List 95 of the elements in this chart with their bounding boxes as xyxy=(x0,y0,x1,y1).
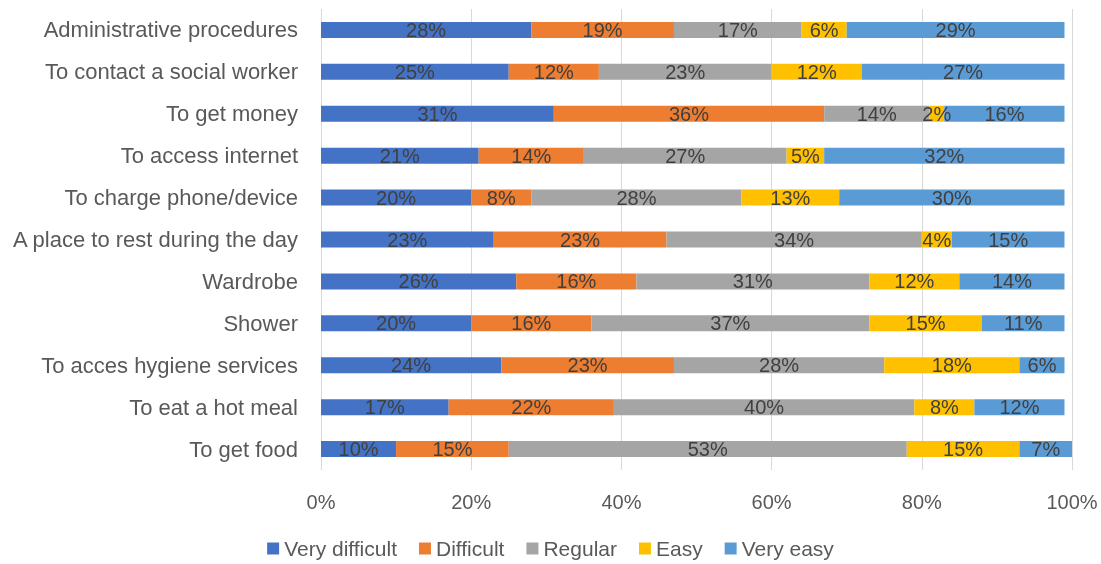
legend-label: Very easy xyxy=(741,537,835,560)
data-label: 16% xyxy=(984,102,1025,125)
data-label: 30% xyxy=(931,186,973,209)
y-tick-label: Wardrobe xyxy=(202,268,298,294)
legend-label: Regular xyxy=(543,537,617,560)
data-label: 28% xyxy=(759,354,800,377)
bar xyxy=(666,231,922,248)
data-label: 28% xyxy=(616,186,657,209)
data-label: 28% xyxy=(406,18,447,41)
data-label: 40% xyxy=(744,396,785,419)
data-label: 23% xyxy=(560,228,601,251)
data-label: 17% xyxy=(364,396,406,419)
data-label: 29% xyxy=(935,18,976,41)
bar xyxy=(846,21,1065,38)
bar xyxy=(613,399,915,416)
data-label: 6% xyxy=(809,18,839,41)
x-tick-label: 60% xyxy=(751,491,792,513)
x-tick-label: 80% xyxy=(901,491,943,513)
data-label: 23% xyxy=(567,354,608,377)
x-tick-label: 0% xyxy=(306,491,336,513)
bar xyxy=(824,147,1065,164)
data-label: 5% xyxy=(790,144,821,167)
bar xyxy=(636,273,870,290)
data-label: 14% xyxy=(991,270,1033,293)
data-label: 34% xyxy=(774,228,815,251)
bar xyxy=(321,147,479,164)
data-label: 53% xyxy=(687,438,728,461)
data-label: 7% xyxy=(1031,438,1061,461)
data-label: 19% xyxy=(582,18,623,41)
y-tick-label: To contact a social worker xyxy=(44,59,298,85)
y-tick-label: Shower xyxy=(223,310,298,336)
x-tick-label: 20% xyxy=(451,491,492,513)
bar xyxy=(861,63,1065,80)
data-label: 11% xyxy=(1003,312,1043,335)
data-label: 15% xyxy=(943,438,984,461)
data-label: 27% xyxy=(665,144,706,167)
data-label: 15% xyxy=(432,438,473,461)
data-label: 25% xyxy=(394,60,436,83)
bar xyxy=(321,21,532,38)
data-label: 12% xyxy=(999,396,1040,419)
data-label: 31% xyxy=(732,270,774,293)
data-label: 8% xyxy=(929,396,959,419)
data-label: 16% xyxy=(511,312,552,335)
y-tick-label: To charge phone/device xyxy=(64,185,298,211)
data-label: 10% xyxy=(338,438,379,461)
data-label: 22% xyxy=(511,396,552,419)
data-label: 36% xyxy=(668,102,710,125)
data-label: 17% xyxy=(717,18,759,41)
bar xyxy=(321,105,554,122)
data-label: 14% xyxy=(856,102,897,125)
y-tick-label: To acces hygiene services xyxy=(41,352,298,378)
legend-label: Difficult xyxy=(435,537,505,560)
data-label: 32% xyxy=(924,144,965,167)
data-label: 27% xyxy=(943,60,984,83)
legend-label: Easy xyxy=(655,537,704,560)
bar xyxy=(321,63,509,80)
data-label: 16% xyxy=(556,270,597,293)
data-label: 6% xyxy=(1027,354,1057,377)
data-label: 23% xyxy=(665,60,706,83)
bar xyxy=(673,357,885,374)
bar xyxy=(553,105,825,122)
y-tick-label: To get money xyxy=(165,101,298,127)
data-label: 12% xyxy=(796,60,837,83)
bar xyxy=(583,147,787,164)
data-label: 26% xyxy=(398,270,439,293)
y-tick-label: To access internet xyxy=(120,143,298,169)
y-tick-label: To get food xyxy=(189,436,298,462)
bar xyxy=(531,189,742,206)
bar xyxy=(321,273,517,290)
data-label: 20% xyxy=(376,186,417,209)
data-label: 37% xyxy=(710,312,751,335)
bar xyxy=(508,441,907,458)
data-label: 15% xyxy=(988,228,1029,251)
x-tick-label: 100% xyxy=(1046,491,1098,513)
bar xyxy=(839,189,1065,206)
data-label: 13% xyxy=(770,186,811,209)
data-label: 8% xyxy=(486,186,516,209)
legend-label: Very difficult xyxy=(284,537,398,560)
data-label: 14% xyxy=(511,144,552,167)
data-label: 23% xyxy=(387,228,428,251)
y-tick-label: To eat a hot meal xyxy=(129,394,298,420)
data-label: 20% xyxy=(376,312,417,335)
bar xyxy=(591,315,870,332)
data-label: 4% xyxy=(922,228,952,251)
y-tick-label: Administrative procedures xyxy=(43,17,298,43)
data-label: 31% xyxy=(417,102,458,125)
data-label: 12% xyxy=(533,60,575,83)
data-label: 24% xyxy=(391,354,432,377)
data-label: 12% xyxy=(894,270,935,293)
data-label: 21% xyxy=(379,144,421,167)
bar xyxy=(321,357,502,374)
x-tick-label: 40% xyxy=(601,491,642,513)
y-tick-label: A place to rest during the day xyxy=(13,227,298,252)
data-label: 15% xyxy=(905,312,946,335)
data-label: 18% xyxy=(931,354,973,377)
